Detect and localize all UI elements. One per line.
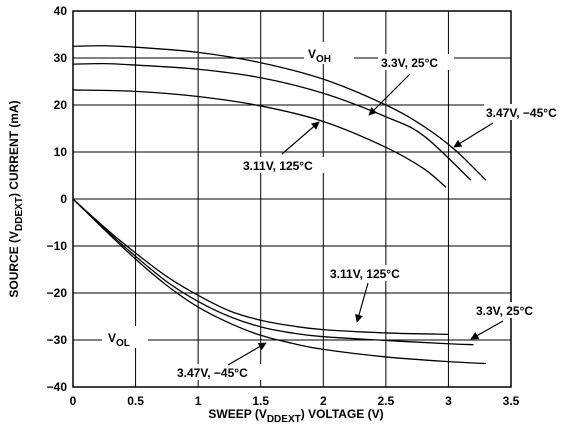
arrow-ol-3p11 bbox=[355, 282, 369, 323]
y-axis-title-part-2: ) CURRENT (mA) bbox=[7, 100, 21, 197]
annotations: VOH VOL 3.3V, 25°C 3.47V, −45°C 3.11V, 1… bbox=[102, 42, 571, 380]
voh-label: VOH bbox=[308, 47, 331, 65]
tick-labels: 0 0.5 1 1.5 2 2.5 3 3.5 40 30 20 10 0 −10 −20 −30 −40 bbox=[47, 4, 520, 408]
y-axis-title-subscript: DDEXT bbox=[14, 197, 25, 231]
x-axis-title-part-1: SWEEP (V bbox=[208, 407, 266, 421]
series-line-vol-3 bbox=[72, 198, 487, 365]
series-curves bbox=[72, 45, 487, 365]
x-tick-label-2: 1 bbox=[195, 394, 202, 408]
y-tick-label-7: −30 bbox=[47, 333, 68, 347]
x-tick-label-4: 2 bbox=[320, 394, 327, 408]
x-tick-label-1: 0.5 bbox=[127, 394, 144, 408]
vol-label-sub: OL bbox=[116, 338, 130, 349]
x-tick-label-3: 1.5 bbox=[252, 394, 269, 408]
plot-frame bbox=[72, 10, 512, 388]
y-tick-label-0: 40 bbox=[54, 4, 68, 18]
arrow-oh-3p11 bbox=[281, 121, 320, 155]
label-oh-3p11: 3.11V, 125°C bbox=[243, 159, 313, 173]
voh-label-main: V bbox=[308, 47, 316, 61]
y-tick-label-3: 10 bbox=[54, 145, 68, 159]
label-oh-3p11-bg bbox=[240, 157, 330, 173]
label-ol-3p47-bg bbox=[174, 364, 268, 380]
grid-lines bbox=[73, 11, 511, 387]
label-ol-3p47: 3.47V, −45°C bbox=[177, 366, 248, 380]
vol-label-main: V bbox=[108, 331, 116, 345]
label-oh-3p47-bg bbox=[484, 104, 571, 120]
arrow-ol-3p3 bbox=[470, 320, 504, 340]
vol-label: VOL bbox=[108, 331, 130, 349]
label-ol-3p3-bg bbox=[473, 302, 551, 318]
arrow-ol-3p47 bbox=[227, 342, 267, 366]
label-ol-3p3: 3.3V, 25°C bbox=[476, 304, 533, 318]
series-line-voh-3 bbox=[72, 89, 447, 188]
series-line-vol-2 bbox=[72, 198, 474, 346]
arrow-oh-3p47 bbox=[453, 122, 494, 148]
y-tick-label-6: −20 bbox=[47, 286, 68, 300]
y-axis-title: SOURCE (VDDEXT) CURRENT (mA) bbox=[7, 100, 25, 297]
x-axis-title-subscript: DDEXT bbox=[267, 414, 301, 425]
y-tick-label-1: 30 bbox=[54, 51, 68, 65]
x-tick-label-6: 3 bbox=[445, 394, 452, 408]
series-line-voh-2 bbox=[72, 62, 472, 181]
label-ol-3p11: 3.11V, 125°C bbox=[330, 267, 400, 281]
label-oh-3p3: 3.3V, 25°C bbox=[381, 56, 438, 70]
x-tick-label-5: 2.5 bbox=[378, 394, 395, 408]
y-tick-label-5: −10 bbox=[47, 239, 68, 253]
x-tick-label-0: 0 bbox=[70, 394, 77, 408]
label-oh-3p3-bg bbox=[378, 54, 454, 70]
x-axis-title: SWEEP (VDDEXT) VOLTAGE (V) bbox=[208, 407, 383, 425]
series-line-vol-1 bbox=[72, 198, 449, 336]
x-tick-label-7: 3.5 bbox=[503, 394, 520, 408]
y-tick-label-2: 20 bbox=[54, 98, 68, 112]
voh-label-bg bbox=[304, 42, 354, 64]
arrow-oh-3p3 bbox=[368, 73, 411, 116]
y-tick-label-8: −40 bbox=[47, 380, 68, 394]
y-axis-title-part-1: SOURCE (V bbox=[7, 231, 21, 298]
label-ol-3p11-bg bbox=[327, 265, 417, 281]
vol-label-bg bbox=[102, 326, 148, 348]
y-tick-label-4: 0 bbox=[60, 192, 67, 206]
voh-label-sub: OH bbox=[316, 54, 331, 65]
label-oh-3p47: 3.47V, −45°C bbox=[486, 106, 557, 120]
series-line-voh-1 bbox=[72, 45, 487, 181]
x-axis-title-part-2: ) VOLTAGE (V) bbox=[301, 407, 384, 421]
